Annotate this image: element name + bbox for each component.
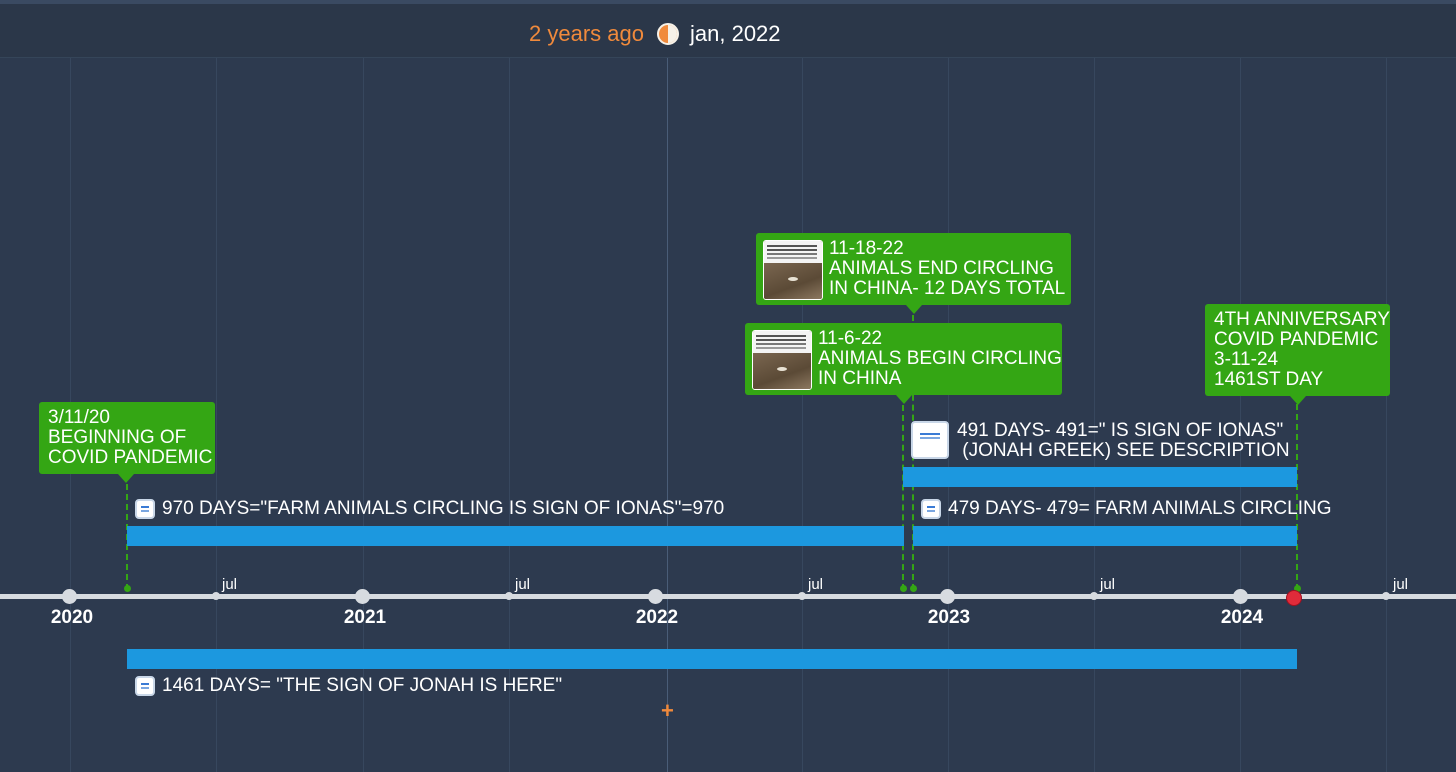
event-date: 11-18-22	[829, 238, 904, 259]
current-time-cursor-line	[667, 58, 668, 772]
news-thumbnail-image	[752, 330, 812, 390]
span-label[interactable]: 970 DAYS="FARM ANIMALS CIRCLING IS SIGN …	[162, 498, 725, 519]
event-connector-line	[902, 405, 904, 590]
document-icon	[911, 421, 949, 459]
relative-time-label: 2 years ago	[529, 21, 644, 46]
half-year-label: jul	[1100, 576, 1116, 593]
grid-line	[509, 58, 510, 772]
year-label: 2020	[50, 607, 94, 628]
event-callout-animals-end-circling[interactable]: 11-18-22 ANIMALS END CIRCLING IN CHINA- …	[756, 233, 1071, 314]
year-tick-dot	[1233, 589, 1248, 604]
event-title-line: 4TH ANNIVERSARY	[1214, 309, 1390, 330]
event-date: 3-11-24	[1214, 349, 1279, 370]
today-marker[interactable]	[1286, 590, 1302, 606]
half-year-label: jul	[515, 576, 531, 593]
event-title-line: ANIMALS END CIRCLING	[829, 258, 1054, 279]
span-bar-1461-days[interactable]	[127, 649, 1297, 669]
event-callout-beginning-of-covid[interactable]: 3/11/20 BEGINNING OF COVID PANDEMIC	[39, 402, 215, 483]
grid-line	[948, 58, 949, 772]
grid-line	[1240, 58, 1241, 772]
news-thumbnail-image	[763, 240, 823, 300]
event-connector-line	[1296, 404, 1298, 590]
year-label: 2024	[1220, 607, 1264, 628]
event-title-line: COVID PANDEMIC	[1214, 329, 1379, 350]
add-event-plus-icon[interactable]: +	[661, 698, 674, 723]
event-callout-4th-anniversary[interactable]: 4TH ANNIVERSARY COVID PANDEMIC 3-11-24 1…	[1205, 304, 1390, 405]
event-title-line: BEGINNING OF	[48, 427, 187, 448]
event-callout-animals-begin-circling[interactable]: 11-6-22 ANIMALS BEGIN CIRCLING IN CHINA	[745, 323, 1062, 404]
half-year-tick-dot	[798, 592, 806, 600]
span-label[interactable]: 491 DAYS- 491=" IS SIGN OF IONAS"	[957, 420, 1284, 441]
span-bar-491-days[interactable]	[903, 467, 1297, 487]
event-title-line: COVID PANDEMIC	[48, 447, 213, 468]
event-date: 11-6-22	[818, 328, 883, 349]
time-header: 2 years ago jan, 2022	[0, 0, 1456, 58]
event-title-line: IN CHINA- 12 DAYS TOTAL	[829, 278, 1066, 299]
half-year-tick-dot	[1382, 592, 1390, 600]
span-bar-479-days[interactable]	[913, 526, 1297, 546]
half-year-tick-dot	[212, 592, 220, 600]
timeline-axis[interactable]	[0, 594, 1456, 599]
document-icon	[135, 676, 155, 696]
current-date-label: jan, 2022	[690, 21, 781, 46]
event-title-line: ANIMALS BEGIN CIRCLING	[818, 348, 1062, 369]
year-tick-dot	[648, 589, 663, 604]
event-title-line: IN CHINA	[818, 368, 902, 389]
half-year-label: jul	[1393, 576, 1409, 593]
year-label: 2023	[927, 607, 971, 628]
grid-line	[363, 58, 364, 772]
year-tick-dot	[940, 589, 955, 604]
event-date: 3/11/20	[48, 407, 110, 428]
clock-icon	[657, 23, 679, 45]
span-bar-970-days[interactable]	[127, 526, 904, 546]
event-marker-dot[interactable]	[124, 585, 131, 592]
year-label: 2021	[343, 607, 387, 628]
event-marker-dot[interactable]	[900, 585, 907, 592]
grid-line	[216, 58, 217, 772]
document-icon	[135, 499, 155, 519]
half-year-label: jul	[222, 576, 238, 593]
half-year-label: jul	[808, 576, 824, 593]
grid-line	[802, 58, 803, 772]
event-title-line: 1461ST DAY	[1214, 369, 1324, 390]
half-year-tick-dot	[1090, 592, 1098, 600]
span-label[interactable]: 1461 DAYS= "THE SIGN OF JONAH IS HERE"	[162, 675, 563, 696]
half-year-tick-dot	[505, 592, 513, 600]
event-marker-dot[interactable]	[1294, 585, 1301, 592]
span-label[interactable]: 479 DAYS- 479= FARM ANIMALS CIRCLING	[948, 498, 1332, 519]
event-marker-dot[interactable]	[910, 585, 917, 592]
grid-line	[1386, 58, 1387, 772]
year-tick-dot	[62, 589, 77, 604]
year-label: 2022	[635, 607, 679, 628]
span-label[interactable]: (JONAH GREEK) SEE DESCRIPTION	[957, 440, 1290, 461]
year-tick-dot	[355, 589, 370, 604]
grid-line	[1094, 58, 1095, 772]
document-icon	[921, 499, 941, 519]
